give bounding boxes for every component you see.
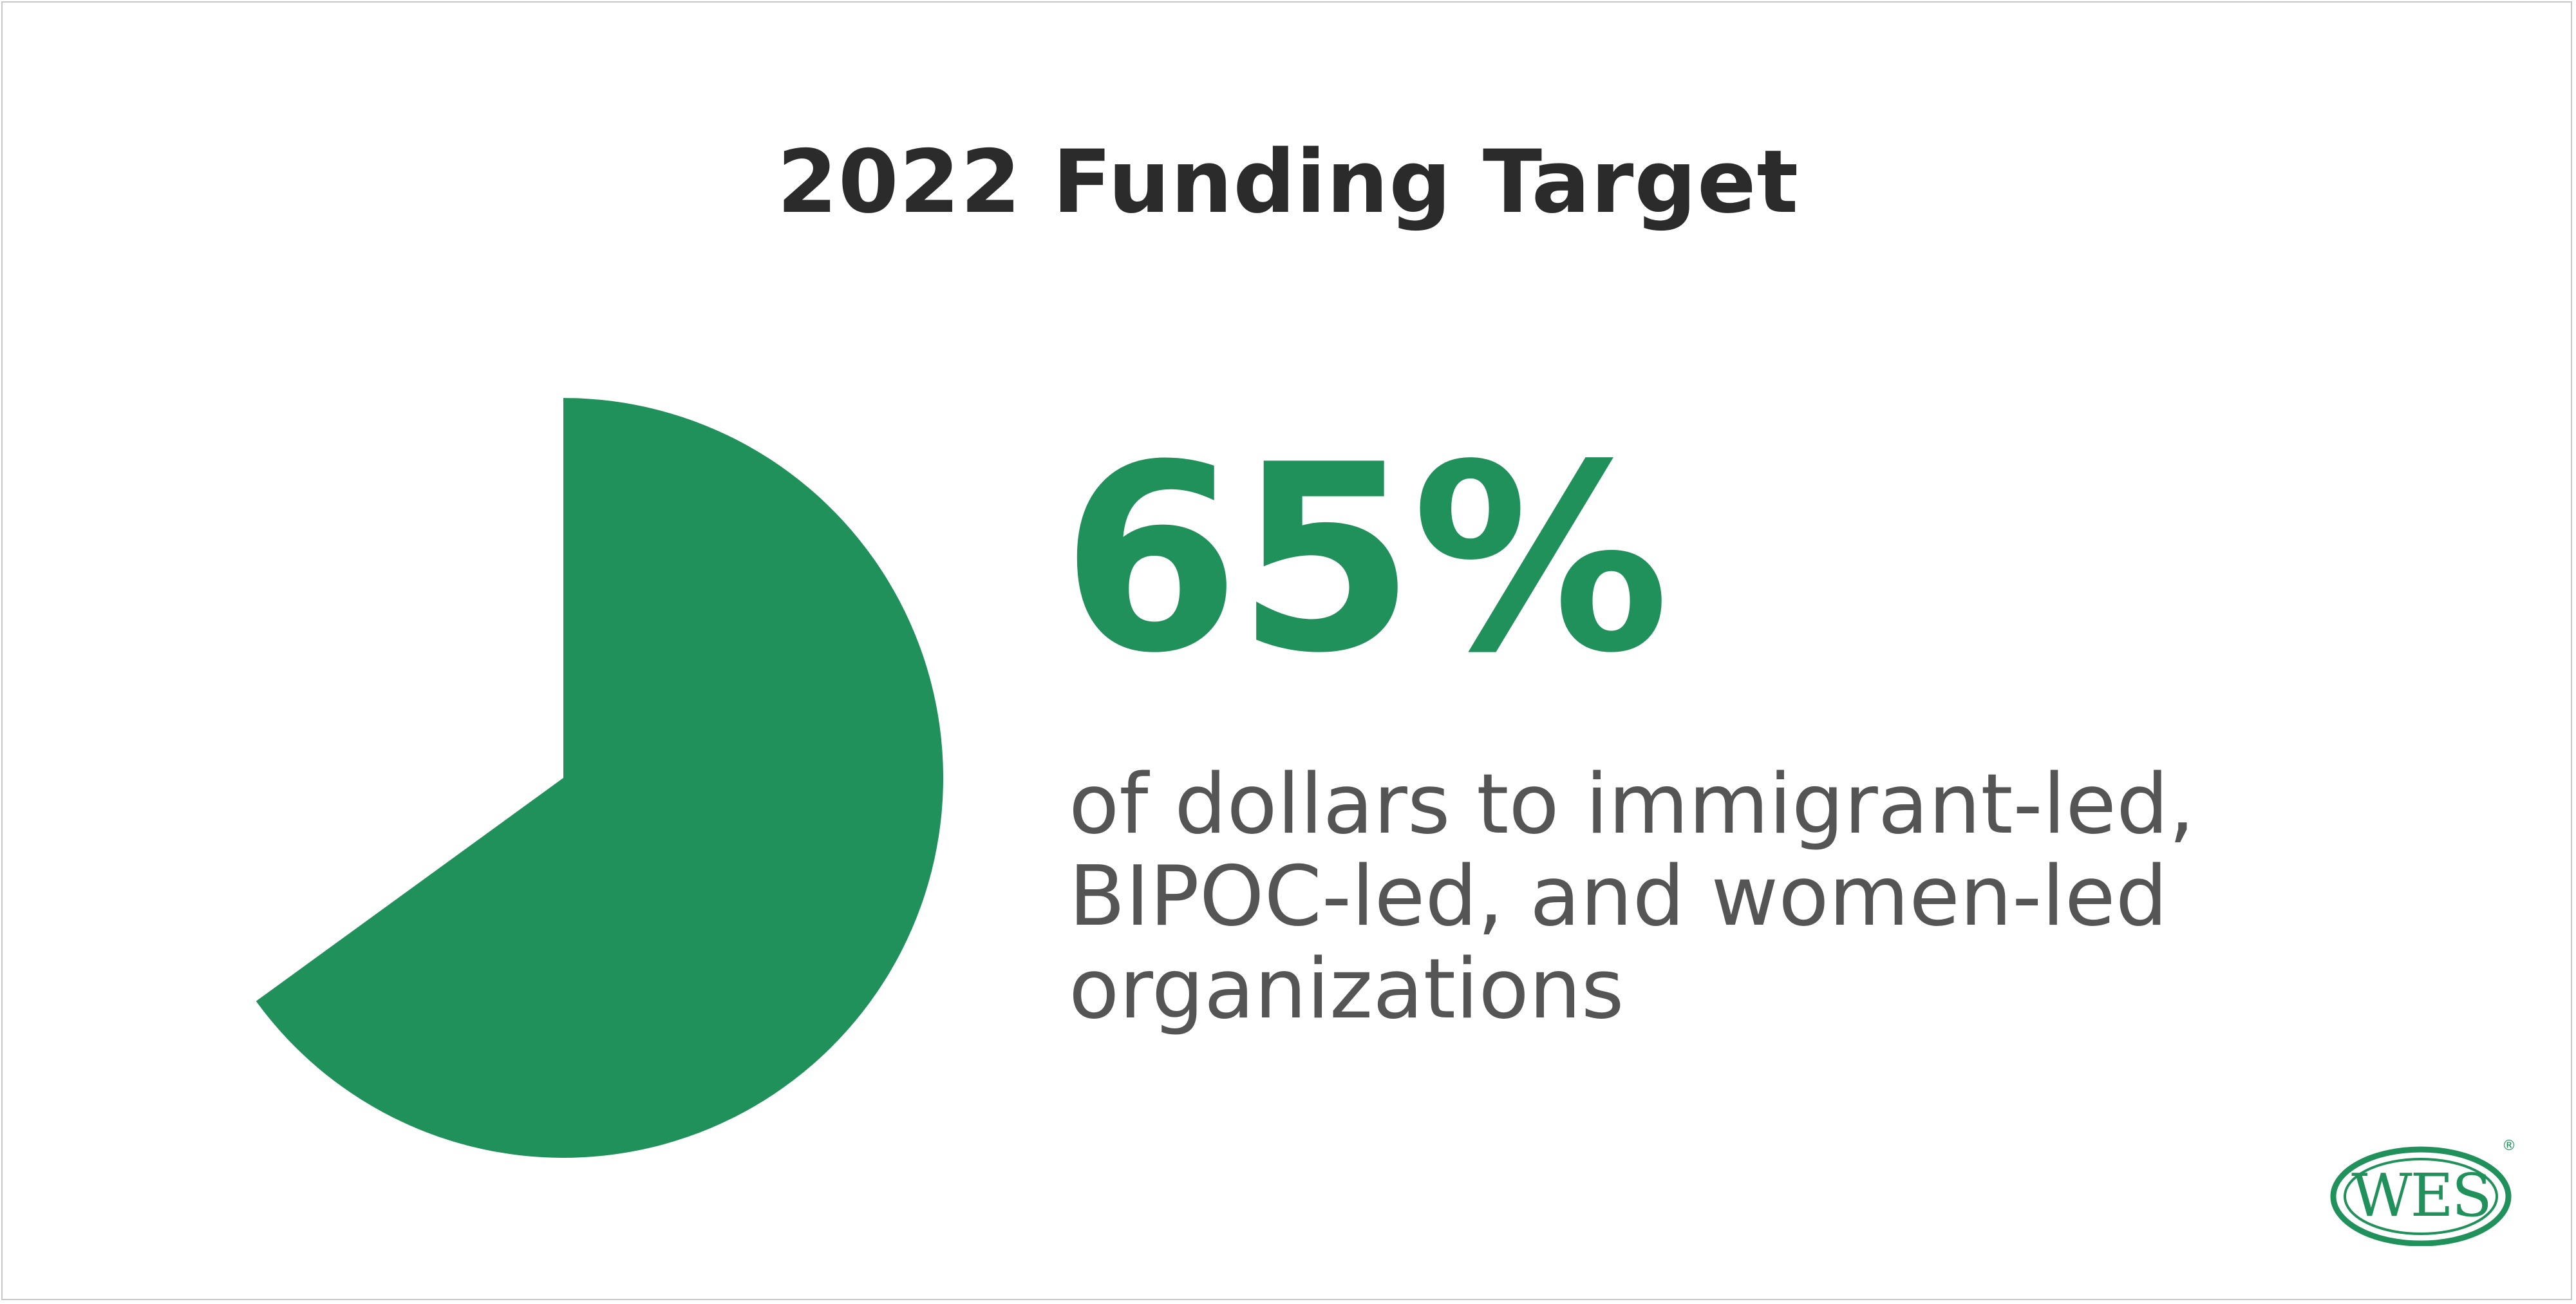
description-line-3: organizations <box>1069 941 1624 1037</box>
chart-title: 2022 Funding Target <box>776 131 1800 232</box>
wes-logo: WES ® <box>2330 1138 2516 1246</box>
pie-slice-funding-target <box>256 398 943 1158</box>
registered-mark: ® <box>2502 1138 2516 1154</box>
funding-description: of dollars to immigrant-led, BIPOC-led, … <box>1069 759 2485 1035</box>
logo-text: WES <box>2351 1161 2490 1230</box>
funding-percentage-value: 65% <box>1061 410 1669 710</box>
description-line-1: of dollars to immigrant-led, <box>1069 757 2195 853</box>
description-line-2: BIPOC-led, and women-led <box>1069 849 2168 945</box>
